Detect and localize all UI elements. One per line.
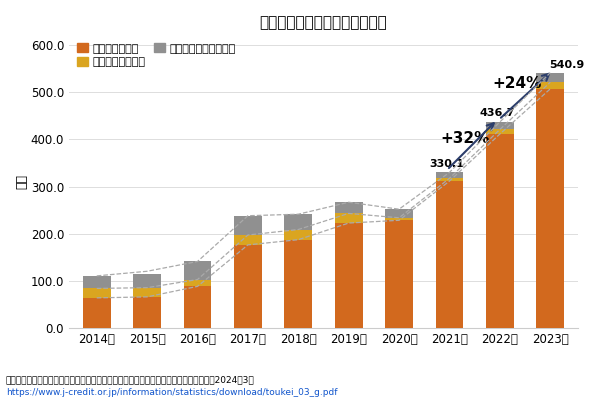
Text: 436.7: 436.7 xyxy=(479,108,515,118)
Bar xyxy=(133,297,161,328)
Text: +24%: +24% xyxy=(493,76,542,91)
Bar xyxy=(83,288,110,298)
Legend: 番号盗用被害額, 偽造カード被害額, その他不正利用被害額: 番号盗用被害額, 偽造カード被害額, その他不正利用被害額 xyxy=(74,41,238,69)
Text: 330.1: 330.1 xyxy=(430,158,464,169)
Bar xyxy=(234,235,262,245)
Bar xyxy=(335,202,362,214)
Bar xyxy=(335,214,362,223)
Bar xyxy=(486,129,514,134)
Bar xyxy=(385,220,413,328)
Bar xyxy=(284,214,312,229)
Bar xyxy=(536,82,564,89)
Bar xyxy=(385,209,413,218)
Bar xyxy=(133,288,161,297)
Bar xyxy=(83,276,110,288)
Bar xyxy=(234,245,262,328)
Bar xyxy=(486,122,514,129)
Bar xyxy=(385,218,413,220)
Bar xyxy=(184,279,211,286)
Y-axis label: 億円: 億円 xyxy=(15,174,28,189)
Bar xyxy=(83,298,110,328)
Bar xyxy=(536,73,564,82)
Text: +32%: +32% xyxy=(440,131,489,146)
Bar xyxy=(133,274,161,288)
Bar xyxy=(486,134,514,328)
Bar xyxy=(284,240,312,328)
Bar xyxy=(335,223,362,328)
Bar xyxy=(436,178,463,181)
Text: https://www.j-credit.or.jp/information/statistics/download/toukei_03_g.pdf: https://www.j-credit.or.jp/information/s… xyxy=(6,388,337,397)
Text: 出典：一般社団法人日本クレジット協会「クレジットカード不正利用被害の発生状況」2024年3月: 出典：一般社団法人日本クレジット協会「クレジットカード不正利用被害の発生状況」2… xyxy=(6,375,255,384)
Bar xyxy=(436,181,463,328)
Bar xyxy=(536,89,564,328)
Title: クレジットカード不正利用被害: クレジットカード不正利用被害 xyxy=(260,15,388,30)
Bar xyxy=(184,262,211,279)
Bar xyxy=(284,229,312,240)
Bar xyxy=(184,286,211,328)
Text: 540.9: 540.9 xyxy=(549,60,584,70)
Bar xyxy=(234,216,262,235)
Bar xyxy=(436,172,463,178)
